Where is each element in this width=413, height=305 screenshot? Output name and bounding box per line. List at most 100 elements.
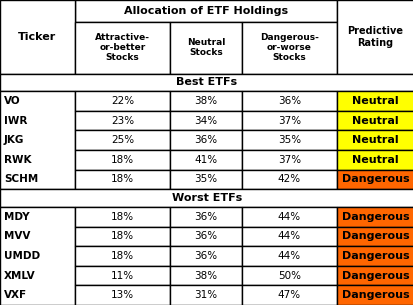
Bar xyxy=(242,91,336,111)
Bar xyxy=(75,246,170,266)
Text: Neutral: Neutral xyxy=(351,155,398,165)
Bar xyxy=(336,91,413,111)
Bar xyxy=(75,22,170,74)
Bar xyxy=(170,131,242,150)
Bar xyxy=(336,0,413,74)
Bar xyxy=(0,0,75,74)
Bar xyxy=(336,131,413,150)
Text: 18%: 18% xyxy=(111,231,134,241)
Bar xyxy=(336,170,413,189)
Text: 13%: 13% xyxy=(111,290,134,300)
Text: 44%: 44% xyxy=(277,231,300,241)
Bar xyxy=(170,207,242,227)
Text: Dangerous: Dangerous xyxy=(341,251,408,261)
Bar xyxy=(75,207,170,227)
Text: Neutral: Neutral xyxy=(351,96,398,106)
Bar xyxy=(75,266,170,285)
Bar xyxy=(336,207,413,227)
Bar xyxy=(170,285,242,305)
Bar xyxy=(0,207,75,305)
Bar xyxy=(75,170,170,189)
Text: 34%: 34% xyxy=(194,116,217,126)
Text: UMDD: UMDD xyxy=(4,251,40,261)
Bar xyxy=(336,266,413,285)
Text: 36%: 36% xyxy=(277,96,300,106)
Bar xyxy=(242,246,336,266)
Text: 37%: 37% xyxy=(277,116,300,126)
Text: VXF: VXF xyxy=(4,290,27,300)
Text: VO: VO xyxy=(4,96,21,106)
Bar xyxy=(242,170,336,189)
Text: 44%: 44% xyxy=(277,251,300,261)
Bar xyxy=(75,227,170,246)
Text: 23%: 23% xyxy=(111,116,134,126)
Bar xyxy=(170,22,242,74)
Text: RWK: RWK xyxy=(4,155,31,165)
Text: 31%: 31% xyxy=(194,290,217,300)
Text: 11%: 11% xyxy=(111,271,134,281)
Text: Neutral
Stocks: Neutral Stocks xyxy=(186,38,225,57)
Bar xyxy=(336,246,413,266)
Text: MDY: MDY xyxy=(4,212,30,222)
Text: 36%: 36% xyxy=(194,135,217,145)
Text: Ticker: Ticker xyxy=(18,32,57,42)
Bar xyxy=(170,266,242,285)
Bar xyxy=(0,189,413,207)
Bar xyxy=(75,150,170,170)
Text: 38%: 38% xyxy=(194,96,217,106)
Text: 38%: 38% xyxy=(194,271,217,281)
Text: 18%: 18% xyxy=(111,174,134,185)
Bar xyxy=(336,150,413,170)
Text: 18%: 18% xyxy=(111,155,134,165)
Text: JKG: JKG xyxy=(4,135,24,145)
Text: 18%: 18% xyxy=(111,251,134,261)
Bar xyxy=(242,266,336,285)
Text: 36%: 36% xyxy=(194,212,217,222)
Bar xyxy=(336,0,413,22)
Bar xyxy=(75,285,170,305)
Bar xyxy=(75,111,170,131)
Text: XMLV: XMLV xyxy=(4,271,36,281)
Bar xyxy=(242,111,336,131)
Bar xyxy=(336,111,413,131)
Text: Dangerous: Dangerous xyxy=(341,174,408,185)
Text: 25%: 25% xyxy=(111,135,134,145)
Text: Predictive
Rating: Predictive Rating xyxy=(347,26,403,48)
Bar xyxy=(0,74,413,91)
Text: Dangerous: Dangerous xyxy=(341,231,408,241)
Text: 37%: 37% xyxy=(277,155,300,165)
Bar xyxy=(242,150,336,170)
Bar xyxy=(0,0,75,22)
Text: 22%: 22% xyxy=(111,96,134,106)
Text: 18%: 18% xyxy=(111,212,134,222)
Bar xyxy=(242,22,336,74)
Text: Neutral: Neutral xyxy=(351,135,398,145)
Text: MVV: MVV xyxy=(4,231,30,241)
Bar xyxy=(0,91,75,189)
Text: 44%: 44% xyxy=(277,212,300,222)
Text: Worst ETFs: Worst ETFs xyxy=(171,193,242,203)
Text: IWR: IWR xyxy=(4,116,27,126)
Bar xyxy=(242,227,336,246)
Text: Dangerous-
or-worse
Stocks: Dangerous- or-worse Stocks xyxy=(259,33,318,63)
Text: 35%: 35% xyxy=(194,174,217,185)
Bar xyxy=(170,111,242,131)
Bar xyxy=(170,246,242,266)
Text: Dangerous: Dangerous xyxy=(341,290,408,300)
Bar xyxy=(75,91,170,111)
Text: 35%: 35% xyxy=(277,135,300,145)
Text: 36%: 36% xyxy=(194,251,217,261)
Bar xyxy=(336,285,413,305)
Text: Dangerous: Dangerous xyxy=(341,212,408,222)
Bar xyxy=(75,131,170,150)
Bar xyxy=(242,131,336,150)
Text: Neutral: Neutral xyxy=(351,116,398,126)
Text: Attractive-
or-better
Stocks: Attractive- or-better Stocks xyxy=(95,33,150,63)
Text: Best ETFs: Best ETFs xyxy=(176,77,237,87)
Bar xyxy=(170,91,242,111)
Text: 47%: 47% xyxy=(277,290,300,300)
Text: 41%: 41% xyxy=(194,155,217,165)
Bar xyxy=(170,227,242,246)
Text: Allocation of ETF Holdings: Allocation of ETF Holdings xyxy=(123,6,287,16)
Text: Dangerous: Dangerous xyxy=(341,271,408,281)
